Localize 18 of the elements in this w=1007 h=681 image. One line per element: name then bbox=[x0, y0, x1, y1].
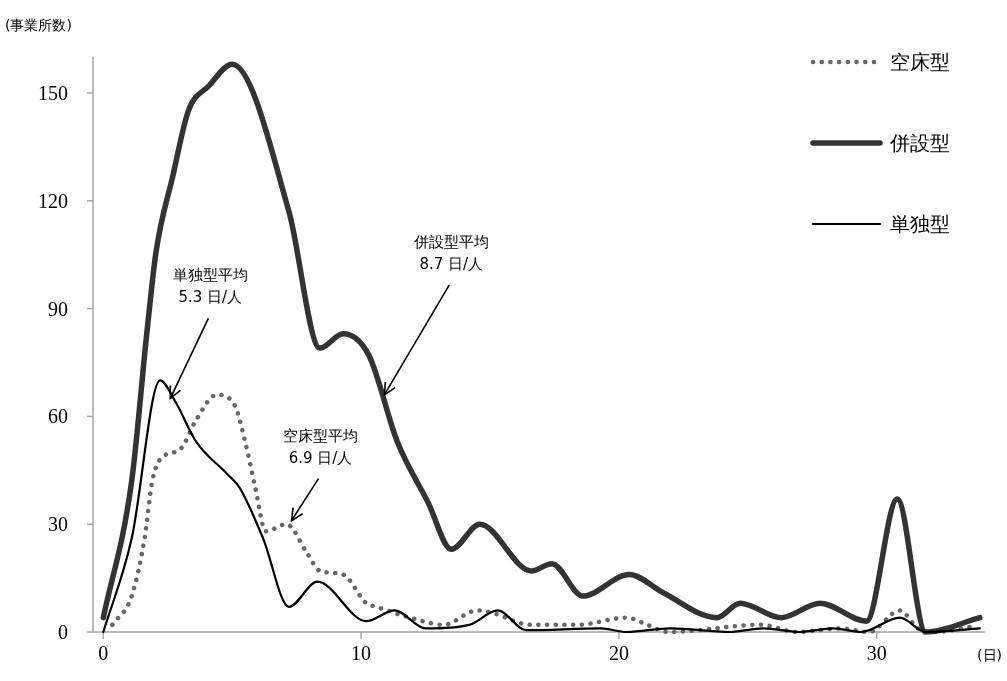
legend-label: 併設型 bbox=[889, 131, 950, 155]
y-tick-label: 0 bbox=[58, 621, 68, 643]
y-tick-label: 150 bbox=[38, 81, 68, 104]
x-tick-label: 30 bbox=[866, 642, 887, 664]
y-tick-label: 30 bbox=[48, 513, 68, 536]
annotation: 併設型平均 8.7 日/人 bbox=[412, 232, 489, 273]
x-tick-label: 20 bbox=[608, 642, 629, 664]
legend-label: 単独型 bbox=[890, 212, 950, 236]
y-tick-label: 120 bbox=[38, 189, 68, 212]
y-tick-label: 60 bbox=[48, 405, 68, 428]
x-tick-label: 0 bbox=[98, 642, 109, 664]
legend-label: 空床型 bbox=[890, 50, 950, 74]
y-tick-label: 90 bbox=[48, 297, 68, 320]
annotation: 空床型平均 6.9 日/人 bbox=[283, 426, 359, 467]
y-axis-title: (事業所数) bbox=[5, 17, 72, 33]
x-axis-title: (日) bbox=[977, 647, 1002, 663]
annotation: 単独型平均 5.3 日/人 bbox=[172, 266, 248, 307]
x-tick-label: 10 bbox=[351, 642, 372, 664]
